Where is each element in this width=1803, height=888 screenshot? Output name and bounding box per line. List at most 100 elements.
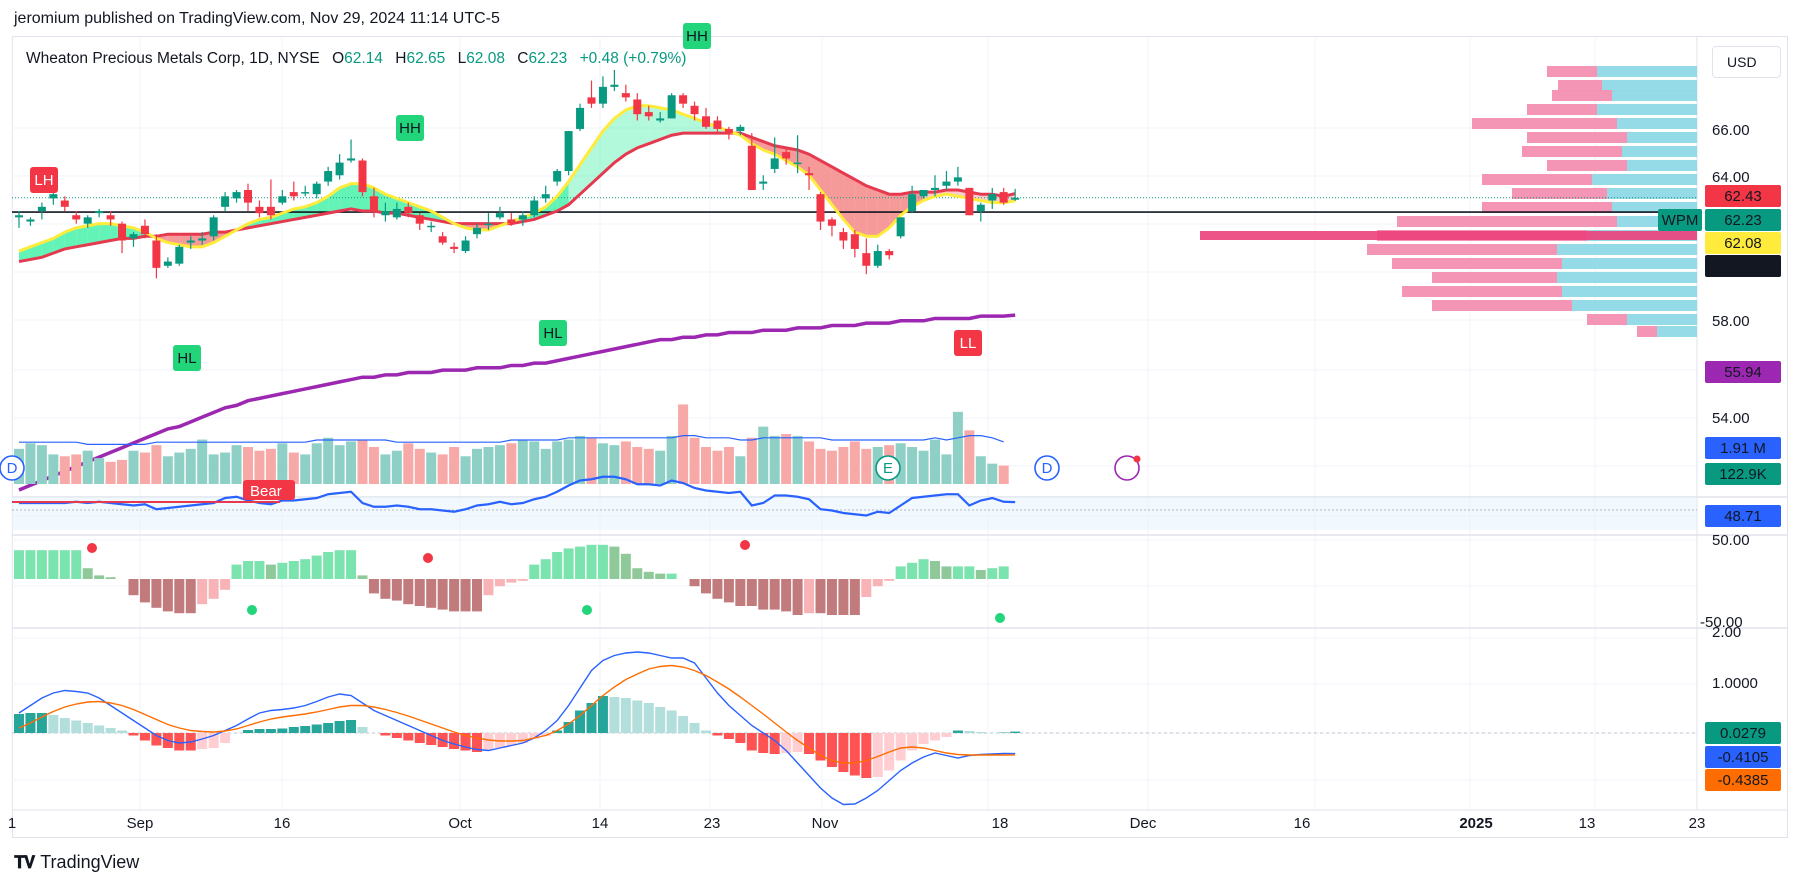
volume-profile-up-9 <box>1607 188 1697 199</box>
currency-button[interactable]: USD <box>1712 46 1781 78</box>
candle-body <box>873 251 882 266</box>
ma-cloud-segment-55 <box>648 105 661 144</box>
volume-bar <box>655 450 666 484</box>
volume-bar <box>437 454 448 484</box>
momentum-bar <box>368 579 379 594</box>
candle-body <box>450 246 459 249</box>
volume-bar <box>746 437 757 484</box>
volume-bar <box>792 435 803 484</box>
volume-profile-up-15 <box>1557 272 1697 283</box>
volume-profile-down-10 <box>1482 202 1612 213</box>
axis-price-label-10 <box>1705 769 1781 791</box>
macd-histogram-bar <box>71 720 82 733</box>
macd-histogram-bar <box>712 733 723 736</box>
candle-body <box>885 251 894 256</box>
time-tick-3: Oct <box>448 815 472 832</box>
volume-bar <box>529 441 540 484</box>
macd-histogram-bar <box>872 733 883 777</box>
macd-histogram-bar <box>586 703 597 733</box>
momentum-bar <box>483 579 494 596</box>
volume-profile-down-3 <box>1527 104 1597 115</box>
momentum-bar <box>105 577 116 579</box>
momentum-bar <box>735 579 746 606</box>
macd-histogram-bar <box>36 713 47 733</box>
macd-histogram-bar <box>357 727 368 733</box>
macd-histogram-bar <box>849 733 860 776</box>
momentum-bar <box>265 564 276 579</box>
volume-bar <box>815 448 826 484</box>
momentum-bar <box>597 544 608 579</box>
ma-cloud-segment-53 <box>625 105 638 155</box>
tradingview-mark-icon: 𝐓𝐕 <box>14 852 35 872</box>
volume-bar <box>82 450 93 484</box>
volume-bar <box>185 448 196 484</box>
candle-body <box>816 194 825 222</box>
time-tick-11: 13 <box>1579 815 1596 832</box>
momentum-bar <box>403 579 414 605</box>
candle-body <box>931 187 939 190</box>
candle-body <box>244 189 252 203</box>
candle-body <box>427 225 436 228</box>
volume-profile-down-19 <box>1637 326 1657 337</box>
legend-title[interactable]: Wheaton Precious Metals Corp, 1D, NYSE <box>26 50 320 67</box>
volume-bar <box>998 465 1009 484</box>
candle-body <box>850 234 859 249</box>
legend-low-label: L <box>457 50 467 67</box>
macd-histogram-bar <box>769 733 780 754</box>
axis-price-label-text-0: 62.43 <box>1724 188 1762 205</box>
macd-histogram-bar <box>964 731 975 733</box>
axis-price-label-8 <box>1705 722 1781 744</box>
candle-body <box>736 126 745 132</box>
swing-marker-box-2 <box>396 115 424 141</box>
candle-body <box>312 183 321 195</box>
swing-marker-label-0: LH <box>34 172 53 189</box>
momentum-bar <box>426 579 437 608</box>
momentum-bar <box>437 579 448 610</box>
volume-profile-up-3 <box>1597 104 1697 115</box>
momentum-tick-50: 50.00 <box>1712 532 1750 549</box>
legend-change-value: +0.48 (+0.79%) <box>579 50 687 67</box>
legend-high-label: H <box>395 50 407 67</box>
momentum-bar <box>506 579 517 583</box>
volume-bar <box>666 435 677 484</box>
candle-body <box>301 192 310 194</box>
volume-bar <box>517 439 528 484</box>
long-moving-average-line <box>18 313 1016 492</box>
volume-bar <box>357 439 368 484</box>
symbol-tag-box <box>1658 209 1702 231</box>
momentum-bar <box>723 579 734 603</box>
legend-low-value: 62.08 <box>466 50 505 67</box>
macd-histogram-bar <box>94 725 105 733</box>
volume-bar <box>575 435 586 484</box>
macd-histogram-bar <box>323 723 334 733</box>
macd-histogram-bar <box>918 733 929 744</box>
symbol-tag-text: WPM <box>1662 212 1699 229</box>
macd-histogram-bar <box>861 733 872 778</box>
momentum-bar <box>758 579 769 610</box>
momentum-bar <box>930 561 940 579</box>
momentum-bar <box>769 579 780 610</box>
ma-cloud-segment-48 <box>568 164 581 205</box>
volume-bar <box>678 404 689 484</box>
volume-bar <box>712 450 723 484</box>
swing-marker-label-5: LL <box>960 335 977 352</box>
price-tick-54: 54.00 <box>1712 410 1750 427</box>
macd-histogram-bar <box>723 733 734 739</box>
volume-bar <box>781 434 792 484</box>
macd-histogram-bar <box>208 733 219 748</box>
ma-cloud-segment-76 <box>889 194 901 228</box>
candle-body <box>908 194 917 212</box>
macd-histogram-bar <box>952 730 963 733</box>
volume-bar <box>414 448 425 484</box>
tradingview-logo[interactable]: 𝐓𝐕 TradingView <box>14 852 139 873</box>
volume-bar <box>769 435 780 484</box>
macd-histogram-bar <box>105 728 116 733</box>
macd-histogram-bar <box>838 733 849 772</box>
swing-marker-box-3 <box>539 320 567 346</box>
volume-bar <box>494 445 505 484</box>
volume-bar <box>59 456 70 484</box>
candle-body <box>1011 197 1020 200</box>
momentum-bar <box>586 544 597 579</box>
momentum-bar <box>540 559 551 579</box>
